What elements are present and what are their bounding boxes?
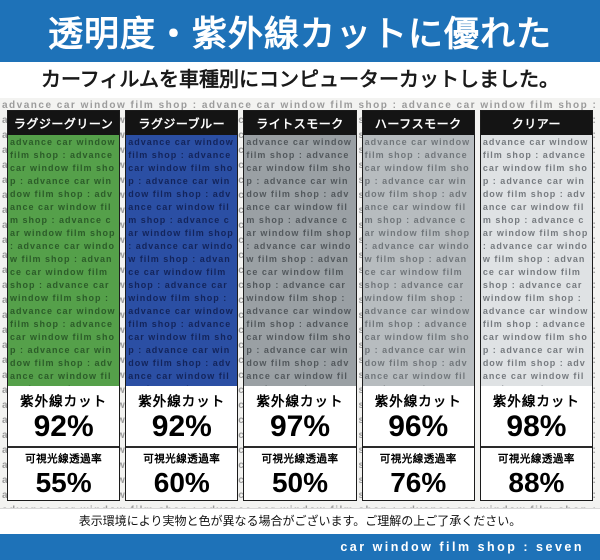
vlt-label: 可視光線透過率 bbox=[25, 453, 103, 466]
uv-cut-label: 紫外線カット bbox=[256, 393, 344, 409]
vlt-label: 可視光線透過率 bbox=[379, 453, 457, 466]
disclaimer-text: 表示環境により実物と色が異なる場合がございます。ご理解の上ご了承ください。 bbox=[0, 508, 600, 534]
divider bbox=[362, 446, 474, 449]
film-name: ライトスモーク bbox=[244, 111, 356, 135]
film-stats: 紫外線カット 97% 可視光線透過率 50% bbox=[244, 385, 356, 500]
film-stats: 紫外線カット 92% 可視光線透過率 60% bbox=[126, 385, 238, 500]
uv-cut-value: 97% bbox=[269, 409, 331, 443]
vlt-label: 可視光線透過率 bbox=[143, 453, 221, 466]
vlt-label: 可視光線透過率 bbox=[261, 453, 339, 466]
uv-cut-value: 92% bbox=[33, 409, 94, 443]
vlt-value: 88% bbox=[508, 467, 565, 499]
film-swatch: advance car window film shop : advance c… bbox=[480, 134, 593, 386]
uv-cut-value: 98% bbox=[506, 409, 567, 443]
uv-cut-value: 96% bbox=[388, 409, 449, 443]
film-swatch: advance car window film shop : advance c… bbox=[362, 134, 474, 386]
uv-cut-label: 紫外線カット bbox=[20, 393, 108, 409]
vlt-value: 50% bbox=[271, 467, 329, 499]
film-name: ラグジーグリーン bbox=[8, 111, 120, 135]
divider bbox=[480, 446, 593, 449]
swatch-pattern-text: advance car window film shop : advance c… bbox=[482, 136, 589, 386]
film-name: ラグジーブルー bbox=[126, 111, 238, 135]
film-stats: 紫外線カット 92% 可視光線透過率 55% bbox=[8, 385, 120, 500]
brand-bar: car window film shop : seven bbox=[0, 534, 600, 560]
subtitle-text: カーフィルムを車種別にコンピューターカットしました。 bbox=[0, 62, 600, 98]
film-panel-luxy-blue: ラグジーブルー advance car window film shop : a… bbox=[125, 110, 239, 501]
film-name: ハーフスモーク bbox=[362, 111, 474, 135]
film-swatch: advance car window film shop : advance c… bbox=[8, 134, 120, 386]
brand-text: car window film shop : seven bbox=[340, 540, 584, 554]
film-stats: 紫外線カット 96% 可視光線透過率 76% bbox=[362, 385, 474, 500]
film-samples-section: advance car window film shop : advance c… bbox=[0, 98, 600, 508]
film-columns: ラグジーグリーン advance car window film shop : … bbox=[7, 110, 594, 501]
divider bbox=[244, 446, 356, 449]
swatch-pattern-text: advance car window film shop : advance c… bbox=[128, 136, 234, 386]
film-swatch: advance car window film shop : advance c… bbox=[244, 134, 356, 386]
vlt-value: 60% bbox=[153, 467, 210, 499]
uv-cut-label: 紫外線カット bbox=[492, 393, 580, 409]
film-panel-light-smoke: ライトスモーク advance car window film shop : a… bbox=[243, 110, 357, 501]
vlt-label: 可視光線透過率 bbox=[497, 453, 575, 466]
swatch-pattern-text: advance car window film shop : advance c… bbox=[246, 136, 352, 386]
banner-title: 透明度・紫外線カットに優れた bbox=[47, 14, 552, 54]
divider bbox=[8, 446, 120, 449]
film-stats: 紫外線カット 98% 可視光線透過率 88% bbox=[480, 385, 593, 500]
uv-cut-value: 92% bbox=[151, 409, 212, 443]
film-panel-clear: クリアー advance car window film shop : adva… bbox=[479, 110, 594, 501]
film-panel-luxy-green: ラグジーグリーン advance car window film shop : … bbox=[7, 110, 121, 501]
swatch-pattern-text: advance car window film shop : advance c… bbox=[364, 136, 471, 386]
vlt-value: 76% bbox=[390, 467, 447, 499]
film-swatch: advance car window film shop : advance c… bbox=[126, 134, 238, 386]
top-banner: 透明度・紫外線カットに優れた bbox=[0, 0, 600, 62]
uv-cut-label: 紫外線カット bbox=[138, 393, 226, 409]
film-name: クリアー bbox=[480, 111, 593, 135]
uv-cut-label: 紫外線カット bbox=[374, 393, 462, 409]
divider bbox=[126, 446, 238, 449]
swatch-pattern-text: advance car window film shop : advance c… bbox=[10, 136, 116, 386]
film-panel-half-smoke: ハーフスモーク advance car window film shop : a… bbox=[361, 110, 475, 501]
vlt-value: 55% bbox=[35, 467, 92, 499]
